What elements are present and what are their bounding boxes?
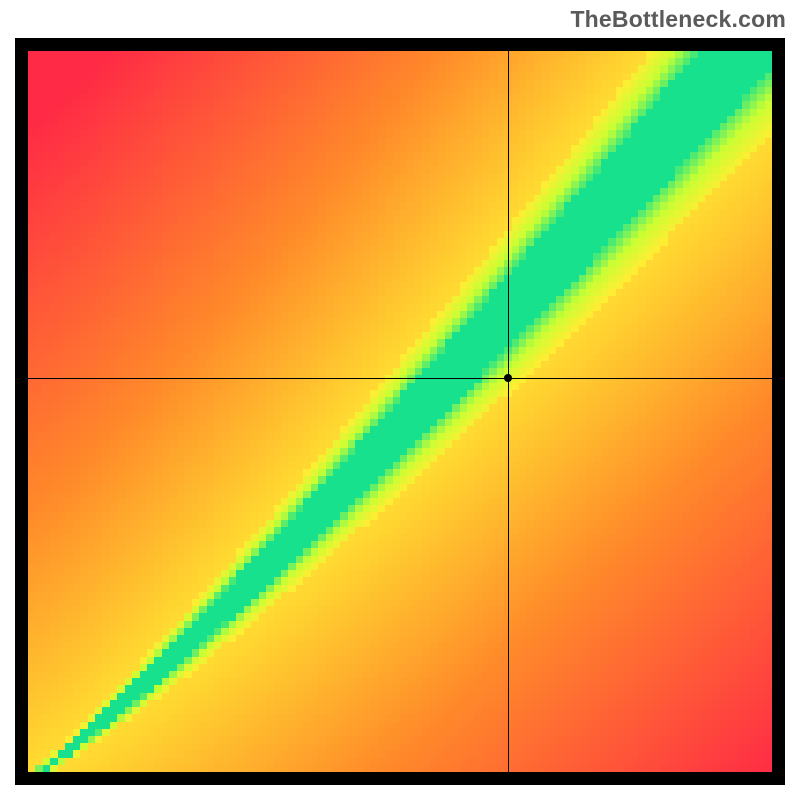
heatmap-canvas xyxy=(28,51,772,772)
chart-frame xyxy=(15,38,785,785)
figure-container: TheBottleneck.com xyxy=(0,0,800,800)
crosshair-marker xyxy=(504,374,512,382)
crosshair-vertical xyxy=(508,51,509,772)
heatmap-plot xyxy=(28,51,772,772)
crosshair-horizontal xyxy=(28,378,772,379)
watermark-text: TheBottleneck.com xyxy=(570,6,786,33)
